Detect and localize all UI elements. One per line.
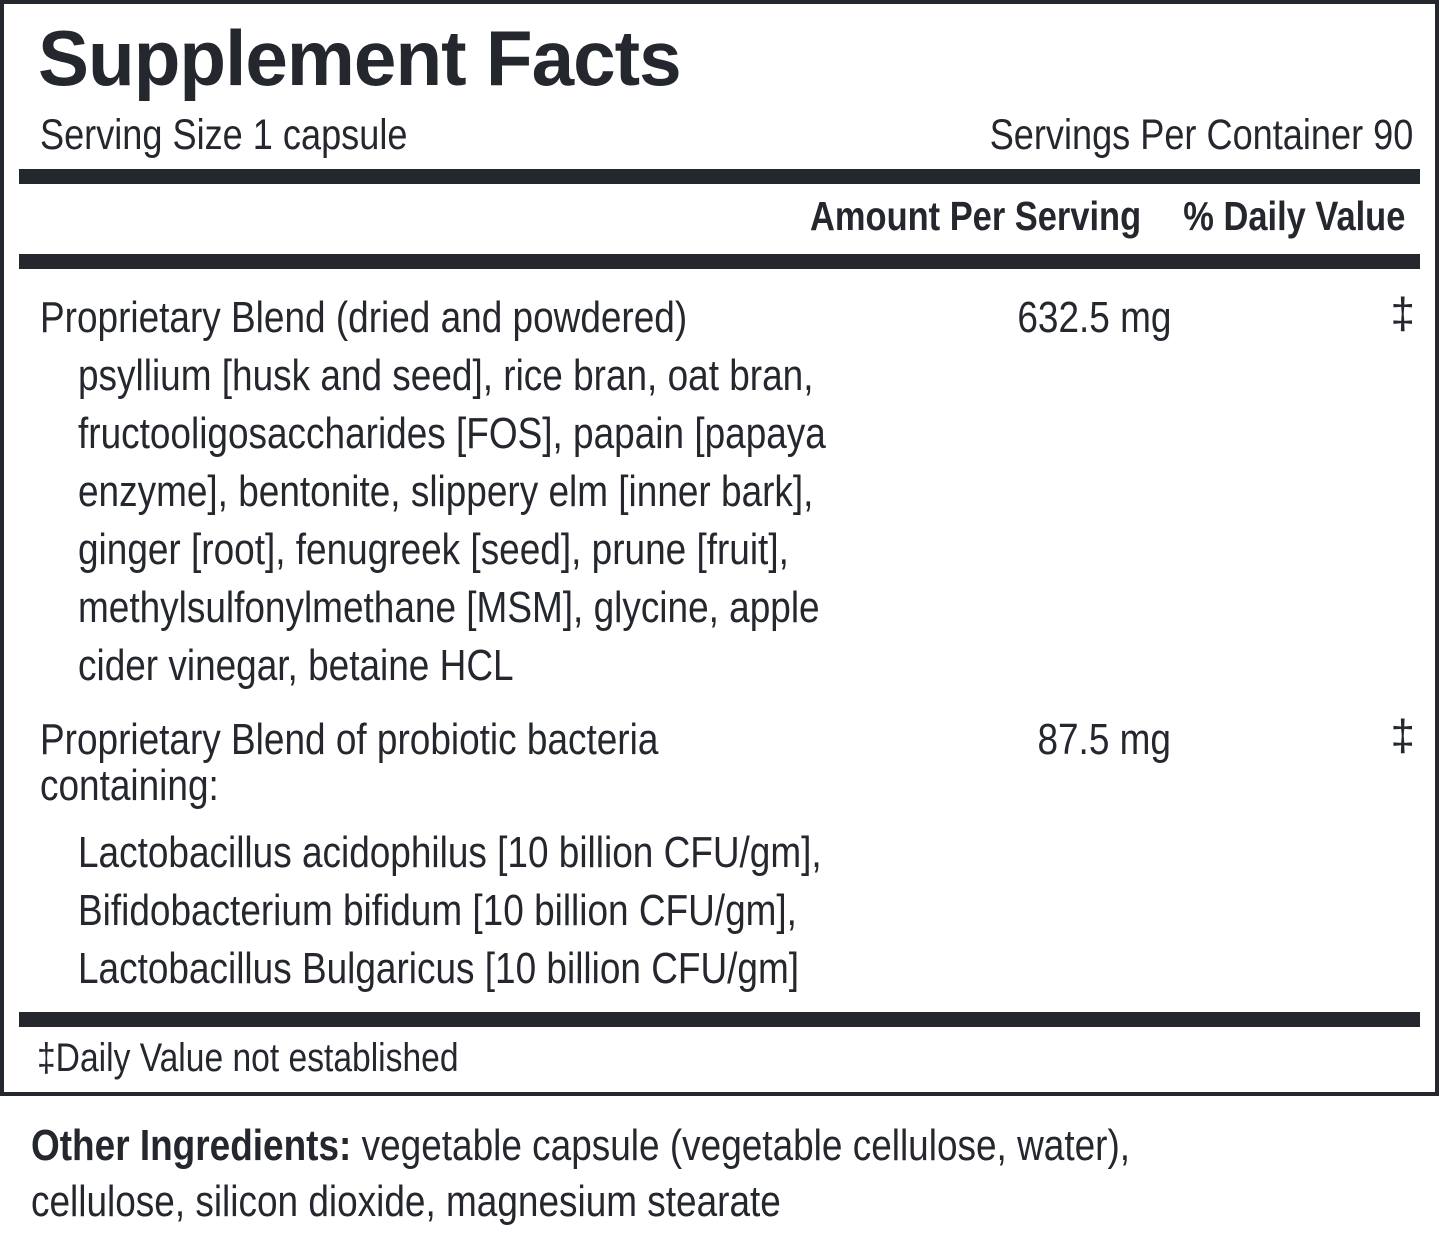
ingredient-name: Proprietary Blend (dried and powdered) xyxy=(40,293,688,342)
ingredient-name-continued: containing: xyxy=(40,761,219,810)
header-amount-per-serving: Amount Per Serving xyxy=(809,193,1141,239)
ingredient-detail-line: enzyme], bentonite, slippery elm [inner … xyxy=(78,467,814,516)
other-ingredients: Other Ingredients: vegetable capsule (ve… xyxy=(31,1118,1130,1230)
footnote: ‡Daily Value not established xyxy=(37,1036,459,1080)
daily-value-dagger: ‡ xyxy=(1390,711,1415,760)
ingredient-detail-line: Lactobacillus acidophilus [10 billion CF… xyxy=(78,828,822,877)
other-ingredients-text: vegetable capsule (vegetable cellulose, … xyxy=(351,1121,1131,1170)
ingredient-name: Proprietary Blend of probiotic bacteria xyxy=(40,715,659,764)
thick-divider-header xyxy=(19,254,1420,269)
thick-divider-bottom xyxy=(19,1012,1420,1027)
ingredient-detail-line: Bifidobacterium bifidum [10 billion CFU/… xyxy=(78,886,797,935)
header-daily-value: % Daily Value xyxy=(1182,193,1405,239)
servings-per-container: Servings Per Container 90 xyxy=(989,111,1413,159)
ingredient-amount: 87.5 mg xyxy=(1037,715,1171,764)
other-ingredients-label: Other Ingredients: xyxy=(31,1121,352,1170)
daily-value-dagger: ‡ xyxy=(1390,289,1415,338)
ingredient-amount: 632.5 mg xyxy=(1016,293,1171,342)
other-ingredients-line-1: Other Ingredients: vegetable capsule (ve… xyxy=(31,1118,1130,1174)
other-ingredients-line-2: cellulose, silicon dioxide, magnesium st… xyxy=(31,1177,781,1226)
ingredient-detail-line: psyllium [husk and seed], rice bran, oat… xyxy=(78,351,814,400)
ingredient-detail-line: ginger [root], fenugreek [seed], prune [… xyxy=(78,525,789,574)
panel-title: Supplement Facts xyxy=(38,14,682,102)
serving-size: Serving Size 1 capsule xyxy=(40,111,408,159)
ingredient-detail-line: fructooligosaccharides [FOS], papain [pa… xyxy=(78,409,826,458)
supplement-facts-panel: Supplement Facts Serving Size 1 capsule … xyxy=(0,0,1439,1096)
ingredient-detail-line: methylsulfonylmethane [MSM], glycine, ap… xyxy=(78,583,820,632)
ingredient-detail-line: Lactobacillus Bulgaricus [10 billion CFU… xyxy=(78,944,800,993)
ingredient-detail-line: cider vinegar, betaine HCL xyxy=(78,641,514,690)
thick-divider-top xyxy=(19,169,1420,184)
